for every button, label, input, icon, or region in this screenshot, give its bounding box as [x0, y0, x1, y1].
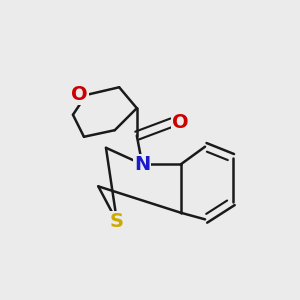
Text: O: O: [71, 85, 88, 104]
Text: N: N: [134, 155, 150, 174]
Text: O: O: [172, 113, 189, 132]
Text: S: S: [110, 212, 124, 231]
